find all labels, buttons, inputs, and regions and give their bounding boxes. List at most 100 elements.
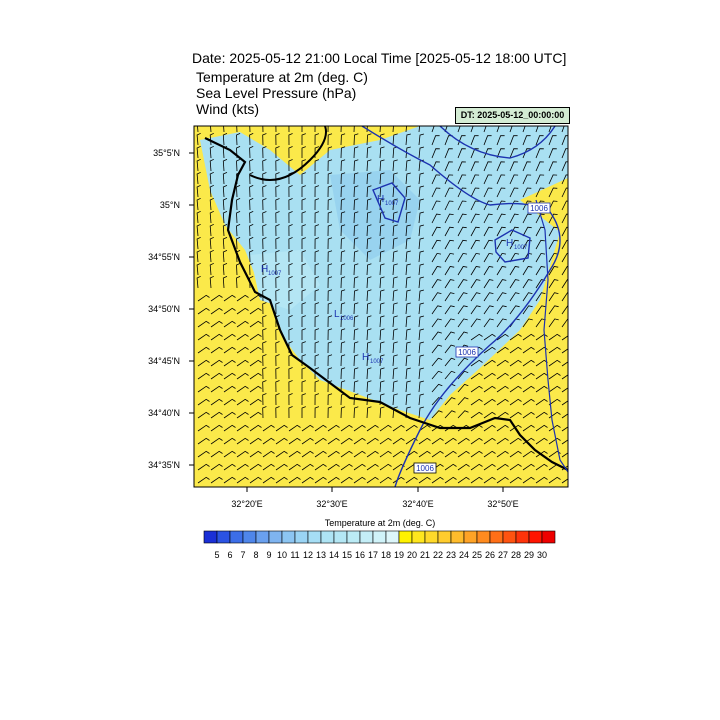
- wind-barb: [209, 249, 214, 263]
- wind-barb: [288, 367, 293, 380]
- wind-barb: [379, 289, 385, 302]
- wind-barb: [288, 463, 301, 471]
- wind-barb: [496, 450, 509, 458]
- wind-barb: [418, 146, 425, 159]
- wind-barb: [249, 185, 254, 198]
- wind-barb: [405, 276, 411, 289]
- wind-barb: [548, 266, 559, 276]
- wind-barb: [379, 126, 381, 133]
- wind-barb: [392, 315, 398, 328]
- wind-barb: [535, 226, 545, 237]
- wind-barb: [483, 252, 494, 263]
- wind-barb: [314, 250, 320, 263]
- wind-barb: [223, 437, 236, 445]
- wind-barb: [561, 348, 568, 354]
- wind-barb: [535, 135, 544, 146]
- wind-barb: [392, 302, 398, 315]
- wind-barb: [314, 302, 320, 315]
- wind-barb: [262, 328, 267, 341]
- wind-barb: [222, 250, 228, 263]
- wind-barb: [210, 333, 223, 341]
- wind-barb: [405, 172, 411, 185]
- wind-barb: [418, 341, 425, 354]
- wind-barb: [548, 385, 561, 393]
- wind-barb: [236, 294, 249, 302]
- wind-barb: [353, 476, 366, 484]
- wind-barb: [509, 424, 522, 432]
- wind-barb: [236, 333, 249, 341]
- wind-barb: [509, 148, 518, 159]
- wind-barb: [431, 331, 442, 341]
- wind-barb: [275, 211, 280, 224]
- wind-barb: [392, 185, 398, 198]
- colorbar-label: 10: [277, 550, 287, 560]
- wind-barb: [353, 463, 366, 471]
- wind-barb: [483, 476, 496, 484]
- wind-barb: [496, 292, 507, 302]
- colorbar-label: 15: [342, 550, 352, 560]
- wind-barb: [340, 276, 346, 289]
- wind-barb: [418, 237, 425, 250]
- wind-barb: [431, 148, 440, 159]
- colorbar-label: 7: [240, 550, 245, 560]
- wind-barb: [275, 476, 288, 484]
- wind-barb: [405, 185, 411, 198]
- wind-barb: [392, 450, 405, 458]
- wind-barb: [548, 359, 561, 367]
- wind-barb: [522, 135, 531, 146]
- wind-barb: [210, 372, 223, 380]
- wind-barb: [405, 237, 411, 250]
- wind-barb: [210, 320, 223, 328]
- wind-barb: [444, 331, 455, 341]
- wind-barb: [353, 126, 355, 133]
- wind-barb: [548, 398, 561, 406]
- wind-barb: [288, 450, 301, 458]
- wind-barb: [496, 385, 509, 393]
- wind-barb: [392, 211, 398, 224]
- wind-barb: [509, 200, 519, 211]
- wind-barb: [483, 424, 496, 432]
- wind-barb: [314, 367, 320, 380]
- wind-barb: [249, 211, 254, 224]
- wind-barb: [275, 367, 280, 380]
- wind-barb: [340, 476, 353, 484]
- wind-barb: [314, 276, 320, 289]
- wind-barb: [301, 146, 306, 158]
- wind-barb: [483, 279, 494, 289]
- wind-barb: [496, 437, 509, 445]
- wind-barb: [561, 387, 568, 393]
- wind-barb: [431, 318, 442, 328]
- wind-barb: [301, 172, 306, 184]
- wind-barb: [327, 263, 333, 276]
- wind-barb: [444, 226, 454, 237]
- wind-barb: [522, 266, 533, 276]
- wind-barb: [418, 133, 425, 146]
- wind-barb: [223, 294, 236, 302]
- wind-barb: [249, 437, 262, 445]
- wind-barb: [301, 126, 303, 132]
- wind-barb: [236, 126, 238, 133]
- wind-barb: [392, 237, 398, 250]
- pressure-contours: [249, 126, 561, 487]
- colorbar-label: 18: [381, 550, 391, 560]
- wind-barb: [249, 320, 262, 328]
- wind-barb: [301, 224, 306, 236]
- wind-barb: [535, 476, 548, 484]
- wind-barb: [353, 328, 359, 341]
- wind-barb: [366, 172, 372, 185]
- wind-barb: [470, 476, 483, 484]
- wind-barb: [548, 213, 558, 224]
- wind-barb: [457, 226, 467, 237]
- wind-barb: [496, 333, 509, 341]
- map-frame: [193, 125, 569, 488]
- colorbar-swatch: [437, 530, 452, 544]
- wind-barb: [548, 252, 559, 263]
- wind-barb: [262, 126, 264, 133]
- wind-barb: [353, 198, 359, 211]
- wind-barb: [262, 476, 275, 484]
- wind-barb: [197, 411, 210, 419]
- lat-label: 34°40'N: [148, 408, 180, 418]
- wind-barb: [405, 159, 411, 172]
- wind-barb: [483, 161, 492, 172]
- wind-barb: [301, 133, 306, 145]
